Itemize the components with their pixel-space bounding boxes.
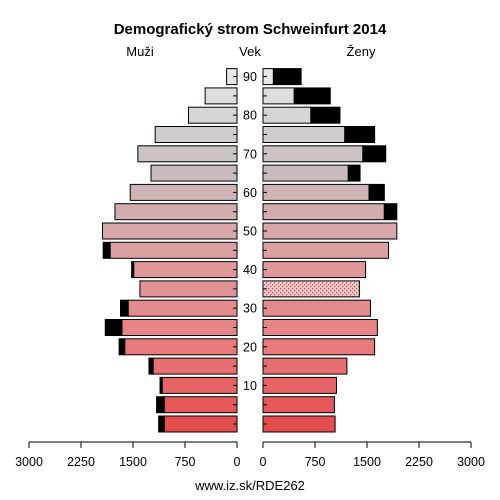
female-excess-65-69 bbox=[347, 164, 361, 182]
female-bar-55-59 bbox=[262, 203, 385, 221]
female-bar-60-64 bbox=[262, 183, 370, 201]
female-bar-5-9 bbox=[262, 396, 335, 414]
male-bar-75-79 bbox=[154, 126, 238, 143]
female-excess-75-79 bbox=[344, 126, 376, 143]
male-bar-60-64 bbox=[129, 183, 238, 201]
male-bar-45-49 bbox=[109, 241, 238, 259]
age-tick-label: 80 bbox=[243, 109, 257, 123]
female-excess-90+ bbox=[272, 68, 302, 86]
age-tick-label: 30 bbox=[243, 302, 257, 316]
male-bar-65-69 bbox=[150, 164, 238, 182]
male-excess-15-19 bbox=[148, 357, 154, 375]
female-bar-75-79 bbox=[262, 126, 346, 143]
footer-url: www.iz.sk/RDE262 bbox=[194, 478, 305, 493]
male-bar-35-39 bbox=[139, 280, 238, 298]
center-axis-label: Vek bbox=[239, 44, 261, 59]
age-tick-label: 20 bbox=[243, 340, 257, 354]
axes-group: 10 20 30 40 50 60 70 80 90 3000 0 2250 750 1500 1500 75… bbox=[15, 70, 485, 469]
female-bar-35-39 bbox=[262, 280, 360, 298]
chart-title: Demografický strom Schweinfurt 2014 bbox=[114, 21, 387, 38]
female-bar-10-14 bbox=[262, 376, 337, 394]
male-excess-20-24 bbox=[118, 338, 126, 356]
male-bar-80-84 bbox=[187, 106, 238, 124]
age-tick-label: 70 bbox=[243, 147, 257, 161]
male-bar-20-24 bbox=[124, 338, 238, 356]
female-excess-60-64 bbox=[368, 183, 385, 201]
female-bar-20-24 bbox=[262, 338, 376, 356]
male-bar-30-34 bbox=[127, 299, 238, 317]
female-excess-70-74 bbox=[362, 145, 387, 163]
male-x-tick-label: 0 bbox=[234, 455, 241, 469]
female-excess-80-84 bbox=[310, 106, 341, 124]
male-bar-15-19 bbox=[152, 357, 238, 375]
female-x-tick-label: 750 bbox=[305, 455, 326, 469]
female-bar-40-44 bbox=[262, 261, 367, 279]
male-excess-10-14 bbox=[159, 376, 163, 394]
left-series-label: Muži bbox=[126, 44, 154, 59]
bars-group bbox=[101, 68, 398, 433]
female-x-tick-label: 1500 bbox=[353, 455, 381, 469]
male-x-tick-label: 750 bbox=[175, 455, 196, 469]
age-tick-label: 10 bbox=[243, 379, 257, 393]
male-excess-0-4 bbox=[158, 415, 165, 433]
female-excess-85-89 bbox=[293, 87, 331, 105]
female-bar-45-49 bbox=[262, 241, 389, 259]
female-bar-25-29 bbox=[262, 319, 378, 336]
right-series-label: Ženy bbox=[347, 44, 376, 59]
male-excess-30-34 bbox=[120, 299, 129, 317]
male-bar-10-14 bbox=[161, 376, 238, 394]
male-bar-5-9 bbox=[163, 396, 238, 414]
male-excess-40-44 bbox=[131, 261, 135, 279]
male-bar-25-29 bbox=[121, 319, 238, 336]
male-bar-50-54 bbox=[101, 222, 238, 240]
female-bar-50-54 bbox=[262, 222, 398, 240]
age-tick-label: 50 bbox=[243, 225, 257, 239]
age-tick-label: 90 bbox=[243, 70, 257, 84]
female-bar-65-69 bbox=[262, 164, 349, 182]
male-excess-5-9 bbox=[156, 396, 165, 414]
female-x-tick-label: 0 bbox=[260, 455, 267, 469]
age-tick-label: 60 bbox=[243, 186, 257, 200]
female-x-tick-label: 3000 bbox=[457, 455, 485, 469]
female-bar-70-74 bbox=[262, 145, 364, 163]
male-bar-85-89 bbox=[204, 87, 238, 105]
female-x-tick-label: 2250 bbox=[405, 455, 433, 469]
female-bar-80-84 bbox=[262, 106, 312, 124]
male-bar-70-74 bbox=[137, 145, 238, 163]
male-bar-40-44 bbox=[133, 261, 238, 279]
male-bar-0-4 bbox=[163, 415, 238, 433]
age-tick-label: 40 bbox=[243, 263, 257, 277]
male-x-tick-label: 2250 bbox=[67, 455, 95, 469]
female-bar-0-4 bbox=[262, 415, 336, 433]
male-excess-25-29 bbox=[104, 319, 123, 336]
male-bar-55-59 bbox=[114, 203, 238, 221]
male-x-tick-label: 3000 bbox=[15, 455, 43, 469]
female-bar-85-89 bbox=[262, 87, 295, 105]
female-excess-55-59 bbox=[383, 203, 398, 221]
female-bar-15-19 bbox=[262, 357, 348, 375]
male-x-tick-label: 1500 bbox=[119, 455, 147, 469]
male-excess-45-49 bbox=[102, 241, 111, 259]
female-bar-30-34 bbox=[262, 299, 371, 317]
